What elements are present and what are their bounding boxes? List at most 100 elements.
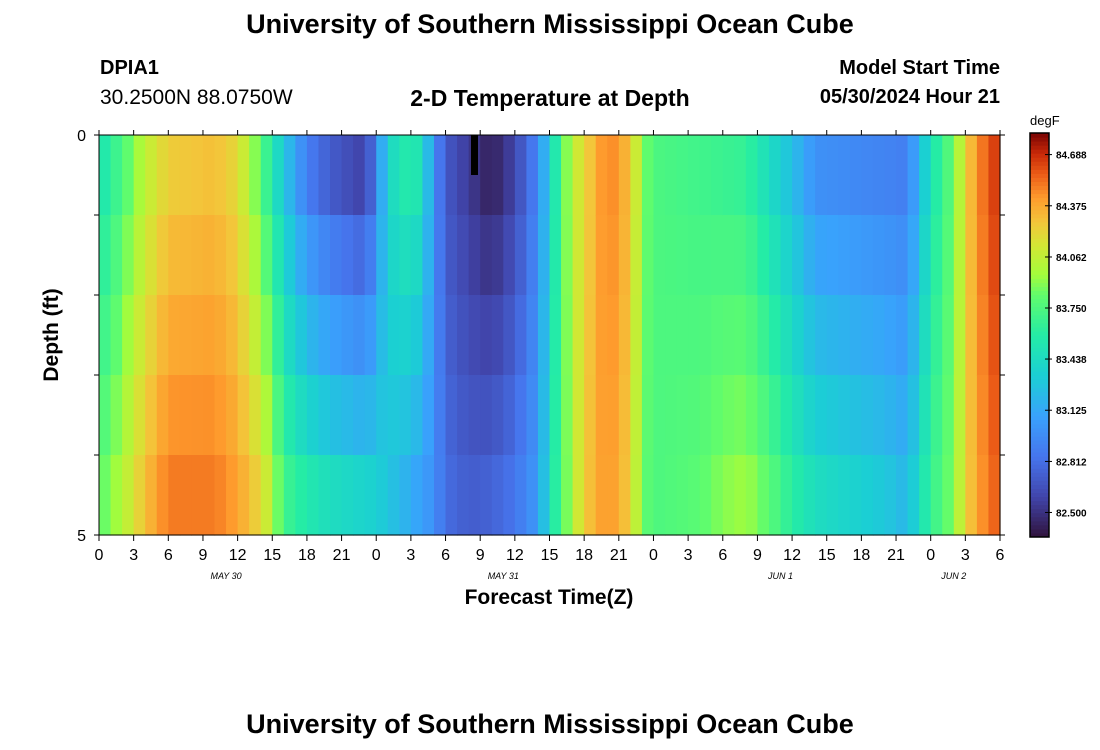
heatmap-cell: [410, 375, 424, 456]
heatmap-cell: [457, 295, 470, 376]
heatmap-cell: [145, 455, 158, 536]
x-tick-label: 0: [95, 547, 104, 564]
heatmap-cell: [445, 375, 458, 456]
heatmap-cell: [526, 375, 539, 456]
heatmap-cell: [641, 455, 655, 536]
heatmap-cell: [849, 135, 862, 216]
heatmap-cell: [561, 455, 574, 536]
heatmap-cell: [353, 215, 366, 296]
heatmap-cell: [295, 135, 308, 216]
heatmap-cell: [838, 295, 851, 376]
heatmap-cell: [376, 375, 389, 456]
heatmap-cell: [826, 295, 839, 376]
heatmap-cell: [318, 295, 331, 376]
heatmap-cell: [607, 215, 620, 296]
x-tick-label: 21: [333, 547, 351, 564]
heatmap-cell: [757, 135, 770, 216]
heatmap-cell: [988, 455, 1001, 536]
heatmap-cell: [919, 135, 932, 216]
heatmap-cell: [341, 215, 354, 296]
heatmap-cell: [618, 375, 631, 456]
heatmap-cell: [433, 135, 447, 216]
heatmap-cell: [976, 135, 990, 216]
heatmap-cell: [965, 295, 978, 376]
heatmap-cell: [976, 295, 990, 376]
heatmap-cell: [99, 135, 112, 216]
heatmap-cell: [572, 135, 585, 216]
heatmap-cell: [618, 135, 631, 216]
heatmap-cell: [930, 295, 943, 376]
heatmap-cell: [526, 135, 539, 216]
heatmap-cell: [387, 295, 400, 376]
x-tick-label: 18: [575, 547, 593, 564]
heatmap-cell: [953, 455, 966, 536]
heatmap-cell: [688, 215, 701, 296]
heatmap-cell: [815, 455, 828, 536]
heatmap-cell: [699, 295, 712, 376]
heatmap-cell: [919, 375, 932, 456]
heatmap-cell: [422, 295, 435, 376]
heatmap-cell: [491, 295, 504, 376]
heatmap-cell: [537, 375, 551, 456]
heatmap-cell: [884, 375, 897, 456]
heatmap-cell: [584, 215, 597, 296]
heatmap-cell: [364, 295, 377, 376]
heatmap-cell: [976, 455, 990, 536]
heatmap-cell: [849, 455, 862, 536]
heatmap-cell: [249, 375, 262, 456]
heatmap-cell: [191, 215, 204, 296]
heatmap-cell: [849, 375, 862, 456]
heatmap-cell: [214, 215, 227, 296]
heatmap-cell: [295, 295, 308, 376]
heatmap-cell: [595, 295, 608, 376]
heatmap-cell: [133, 135, 146, 216]
heatmap-cell: [549, 135, 562, 216]
heatmap-cell: [445, 135, 458, 216]
heatmap-cell: [306, 375, 320, 456]
heatmap-cell: [353, 375, 366, 456]
heatmap-cell: [792, 215, 805, 296]
heatmap-cell: [838, 215, 851, 296]
heatmap-cell: [214, 135, 227, 216]
heatmap-cell: [988, 215, 1001, 296]
heatmap-cell: [896, 375, 909, 456]
heatmap-cell: [491, 455, 504, 536]
heatmap-cell: [676, 215, 689, 296]
heatmap-cell: [202, 215, 216, 296]
x-tick-label: 15: [818, 547, 836, 564]
heatmap-cell: [214, 375, 227, 456]
x-tick-label: 3: [406, 547, 415, 564]
heatmap-cell: [780, 135, 793, 216]
heatmap-cell: [480, 455, 493, 536]
heatmap-cell: [896, 455, 909, 536]
heatmap-cell: [168, 295, 181, 376]
heatmap-cell: [942, 135, 955, 216]
heatmap-cell: [110, 215, 123, 296]
heatmap-cell: [514, 215, 527, 296]
heatmap-cell: [295, 375, 308, 456]
heatmap-cell: [849, 295, 862, 376]
heatmap-cell: [826, 375, 839, 456]
heatmap-cell: [202, 375, 216, 456]
colorbar-frame: [1029, 132, 1050, 538]
heatmap-cell: [468, 375, 481, 456]
heatmap-cell: [988, 295, 1001, 376]
heatmap-cell: [433, 455, 447, 536]
colorbar-unit: degF: [1030, 113, 1060, 128]
heatmap-cell: [237, 295, 250, 376]
heatmap-cell: [376, 135, 389, 216]
heatmap-cells: [99, 135, 1001, 536]
heatmap-cell: [930, 375, 943, 456]
heatmap-cell: [884, 215, 897, 296]
heatmap-cell: [907, 135, 920, 216]
heatmap-cell: [214, 295, 227, 376]
heatmap-cell: [584, 375, 597, 456]
heatmap-cell: [803, 295, 816, 376]
heatmap-cell: [676, 455, 689, 536]
heatmap-cell: [330, 455, 343, 536]
x-tick-label: 9: [753, 547, 762, 564]
date-label: MAY 30: [210, 571, 241, 581]
x-axis-label: Forecast Time(Z): [465, 586, 634, 609]
heatmap-cell: [468, 455, 481, 536]
heatmap-cell: [630, 455, 643, 536]
